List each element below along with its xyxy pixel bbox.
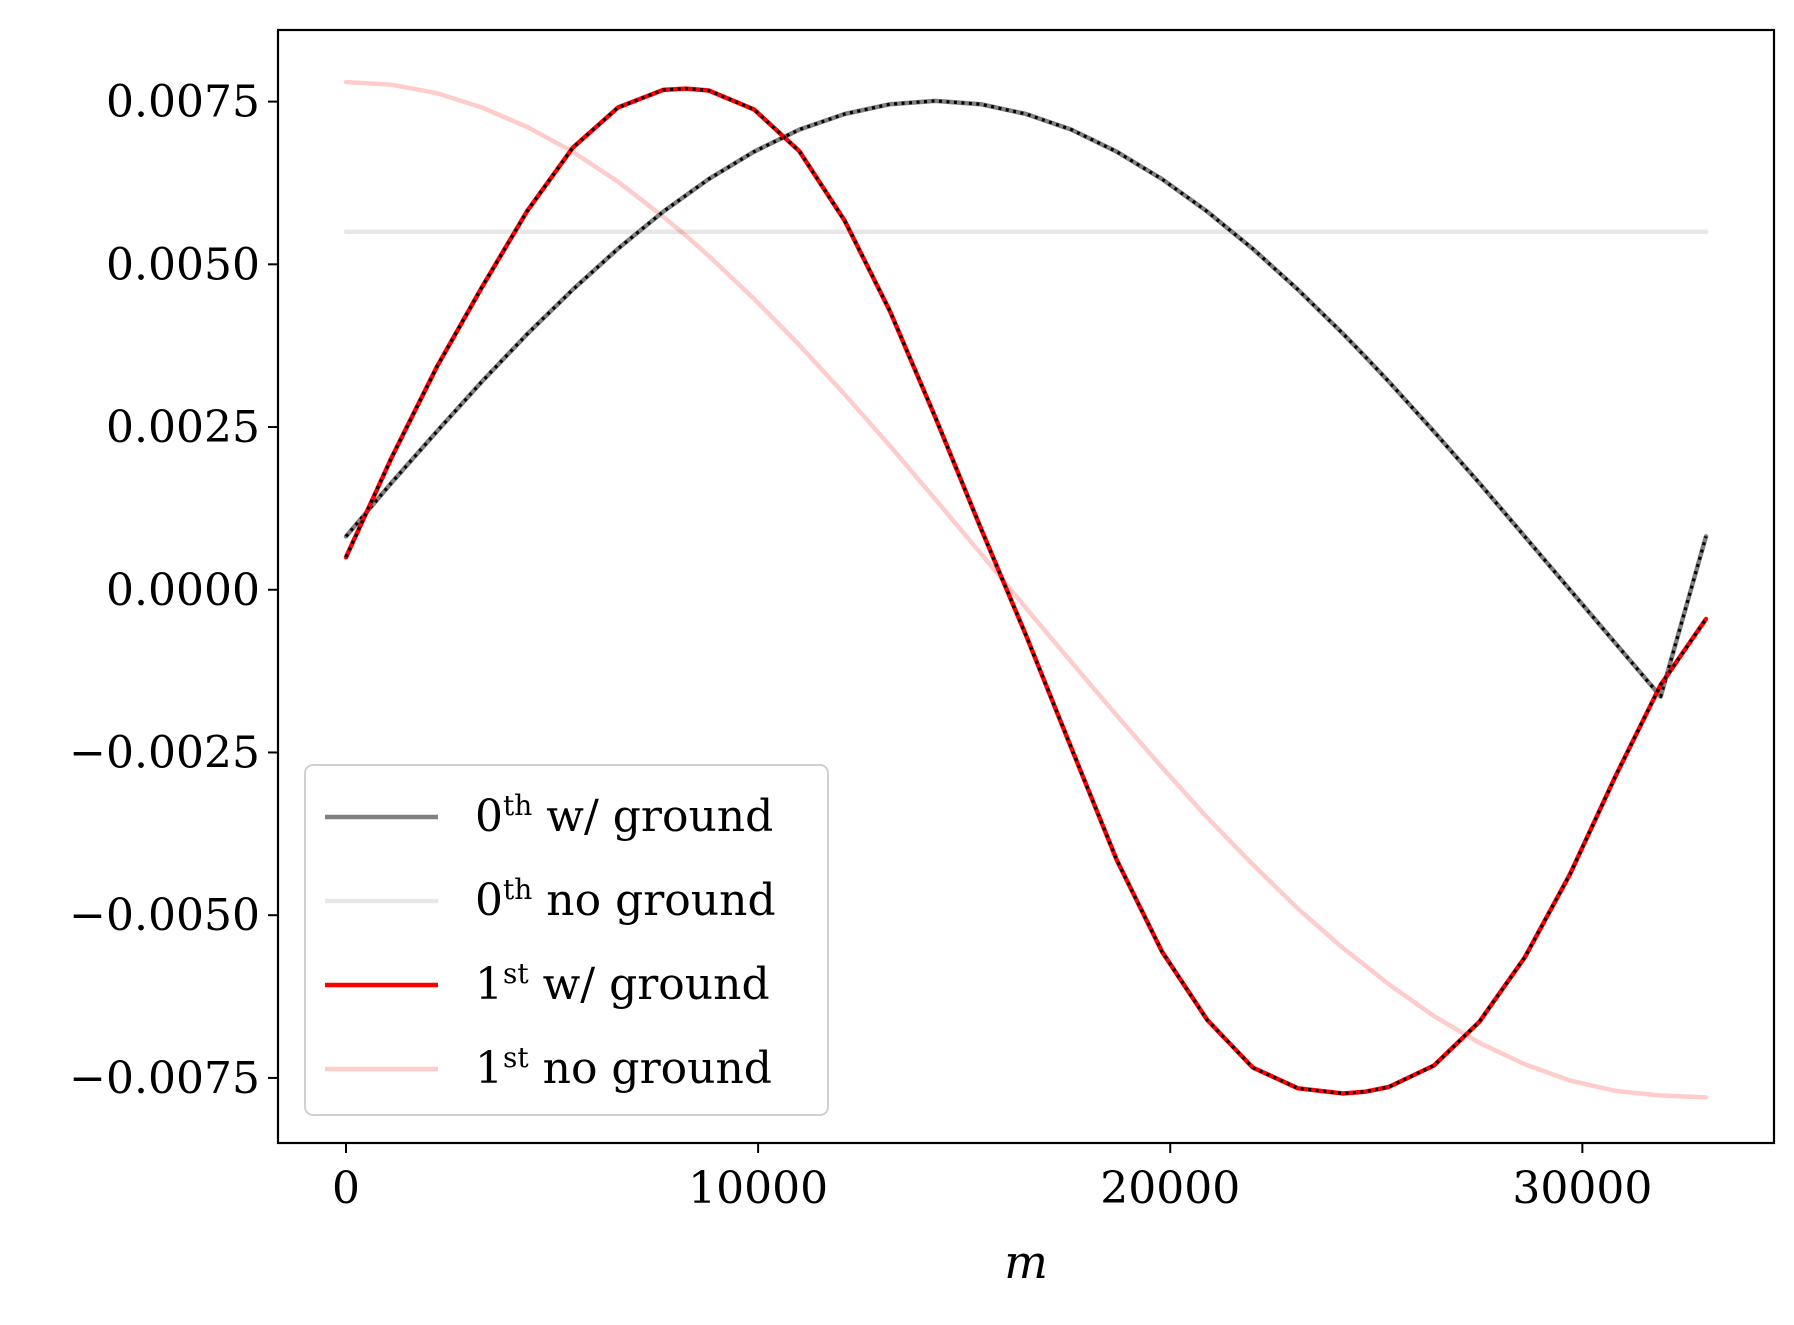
legend-label-3: 1st no ground (475, 1041, 772, 1094)
series-layer (343, 79, 1709, 1100)
legend-label-1: 0th no ground (475, 873, 776, 926)
axis-layer: 0 10000 20000 30000 0.0075 0.0050 0.0025 0.0000… (69, 77, 1652, 1214)
legend: 0th w/ ground 0th no ground 1st w/ ground 1… (304, 764, 829, 1116)
series-dotted-overlay-2 (344, 86, 1708, 1096)
y-tick-label: −0.0050 (69, 890, 260, 941)
x-tick-label: 10000 (688, 1163, 828, 1214)
x-tick-label: 0 (332, 1163, 360, 1214)
y-tick-label: −0.0075 (69, 1053, 260, 1104)
x-axis-label: m (1004, 1235, 1048, 1289)
y-tick-label: 0.0025 (106, 402, 260, 453)
y-tick-label: 0.0000 (106, 565, 260, 616)
y-tick-label: 0.0075 (106, 77, 260, 128)
x-tick-label: 30000 (1512, 1163, 1652, 1214)
legend-label-0: 0th w/ ground (475, 789, 773, 842)
x-tick-label: 20000 (1100, 1163, 1240, 1214)
legend-box (304, 764, 829, 1116)
y-tick-label: 0.0050 (106, 239, 260, 290)
y-tick-label: −0.0025 (69, 727, 260, 778)
plot-area-frame (276, 28, 1776, 1145)
legend-label-2: 1st w/ ground (475, 957, 770, 1010)
series-line-0 (343, 98, 1709, 699)
